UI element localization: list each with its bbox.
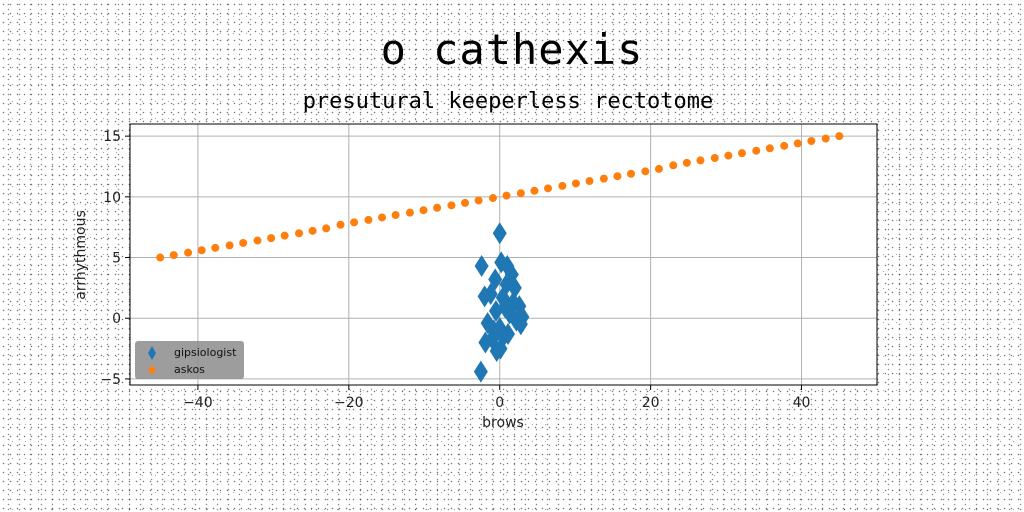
data-point-askos bbox=[752, 146, 761, 155]
data-point-askos bbox=[613, 172, 622, 181]
data-point-askos bbox=[737, 149, 746, 158]
y-axis: −5 0 5 10 15 bbox=[100, 129, 130, 388]
data-point-askos bbox=[710, 153, 719, 162]
data-point-askos bbox=[447, 201, 456, 210]
data-point-askos bbox=[197, 246, 206, 255]
series-askos bbox=[156, 132, 844, 262]
chart-subtitle: presutural keeperless rectotome bbox=[302, 89, 714, 114]
data-point-askos bbox=[419, 206, 428, 215]
data-point-askos bbox=[724, 151, 733, 160]
data-point-askos bbox=[461, 198, 470, 207]
series-gipsiologist bbox=[473, 222, 530, 383]
y-axis-label: arrhythmous bbox=[73, 210, 89, 300]
data-point-askos bbox=[793, 139, 802, 148]
data-point-askos bbox=[516, 189, 525, 198]
data-point-askos bbox=[835, 132, 844, 141]
data-point-askos bbox=[765, 144, 774, 153]
x-tick-label: −20 bbox=[334, 395, 364, 411]
data-point-askos bbox=[627, 169, 636, 178]
x-tick-label: 40 bbox=[793, 395, 811, 411]
data-point-askos bbox=[669, 161, 678, 170]
data-point-askos bbox=[336, 220, 345, 229]
y-tick-label: 5 bbox=[112, 251, 121, 267]
data-point-askos bbox=[599, 174, 608, 183]
y-tick-label: 0 bbox=[112, 311, 121, 327]
data-point-askos bbox=[350, 218, 359, 227]
x-tick-label: 0 bbox=[495, 395, 504, 411]
data-point-askos bbox=[558, 181, 567, 190]
x-axis-label: brows bbox=[482, 415, 524, 431]
y-tick-label: 10 bbox=[103, 190, 121, 206]
legend-marker-askos bbox=[148, 366, 156, 374]
data-point-askos bbox=[280, 231, 289, 240]
data-point-askos bbox=[211, 243, 220, 252]
data-point-askos bbox=[682, 158, 691, 167]
data-point-askos bbox=[391, 211, 400, 220]
data-point-askos bbox=[585, 177, 594, 186]
legend: gipsiologist askos bbox=[135, 341, 244, 379]
data-point-askos bbox=[474, 196, 483, 205]
data-point-gipsiologist bbox=[513, 313, 528, 336]
series-layer bbox=[156, 132, 844, 383]
data-point-askos bbox=[502, 191, 511, 200]
x-axis: −40 −20 0 20 40 bbox=[183, 385, 810, 411]
data-point-askos bbox=[544, 184, 553, 193]
data-point-askos bbox=[184, 248, 193, 257]
x-tick-label: −40 bbox=[183, 395, 213, 411]
legend-marker-gipsiologist bbox=[148, 346, 156, 360]
legend-label-askos: askos bbox=[174, 363, 205, 376]
data-point-askos bbox=[156, 253, 165, 262]
data-point-gipsiologist bbox=[474, 255, 489, 278]
legend-box bbox=[135, 341, 244, 379]
data-point-askos bbox=[780, 141, 789, 150]
data-point-askos bbox=[253, 236, 262, 245]
data-point-gipsiologist bbox=[477, 285, 492, 308]
data-point-gipsiologist bbox=[473, 360, 488, 383]
y-tick-label: 15 bbox=[103, 129, 121, 145]
data-point-askos bbox=[364, 215, 373, 224]
data-point-askos bbox=[571, 179, 580, 188]
y-tick-label: −5 bbox=[100, 372, 121, 388]
data-point-askos bbox=[530, 186, 539, 195]
data-point-askos bbox=[225, 241, 234, 250]
data-point-gipsiologist bbox=[492, 222, 507, 245]
data-point-askos bbox=[405, 208, 414, 217]
data-point-gipsiologist bbox=[488, 299, 503, 322]
plot-frame bbox=[129, 123, 878, 386]
data-point-gipsiologist bbox=[507, 276, 522, 299]
data-point-askos bbox=[696, 156, 705, 165]
data-point-askos bbox=[239, 238, 248, 247]
data-point-askos bbox=[641, 167, 650, 176]
chart-title: o cathexis bbox=[380, 25, 644, 74]
x-tick-label: 20 bbox=[642, 395, 660, 411]
data-point-askos bbox=[433, 203, 442, 212]
data-point-gipsiologist bbox=[489, 340, 504, 363]
data-point-askos bbox=[654, 164, 663, 173]
data-point-askos bbox=[295, 229, 304, 238]
data-point-gipsiologist bbox=[478, 331, 493, 354]
data-point-askos bbox=[308, 226, 317, 235]
data-point-askos bbox=[322, 224, 331, 233]
data-point-askos bbox=[807, 136, 816, 145]
data-point-askos bbox=[267, 234, 276, 243]
legend-label-gipsiologist: gipsiologist bbox=[174, 346, 237, 359]
data-point-askos bbox=[378, 213, 387, 222]
data-point-askos bbox=[488, 194, 497, 203]
data-point-askos bbox=[821, 134, 830, 143]
data-point-askos bbox=[169, 251, 178, 260]
